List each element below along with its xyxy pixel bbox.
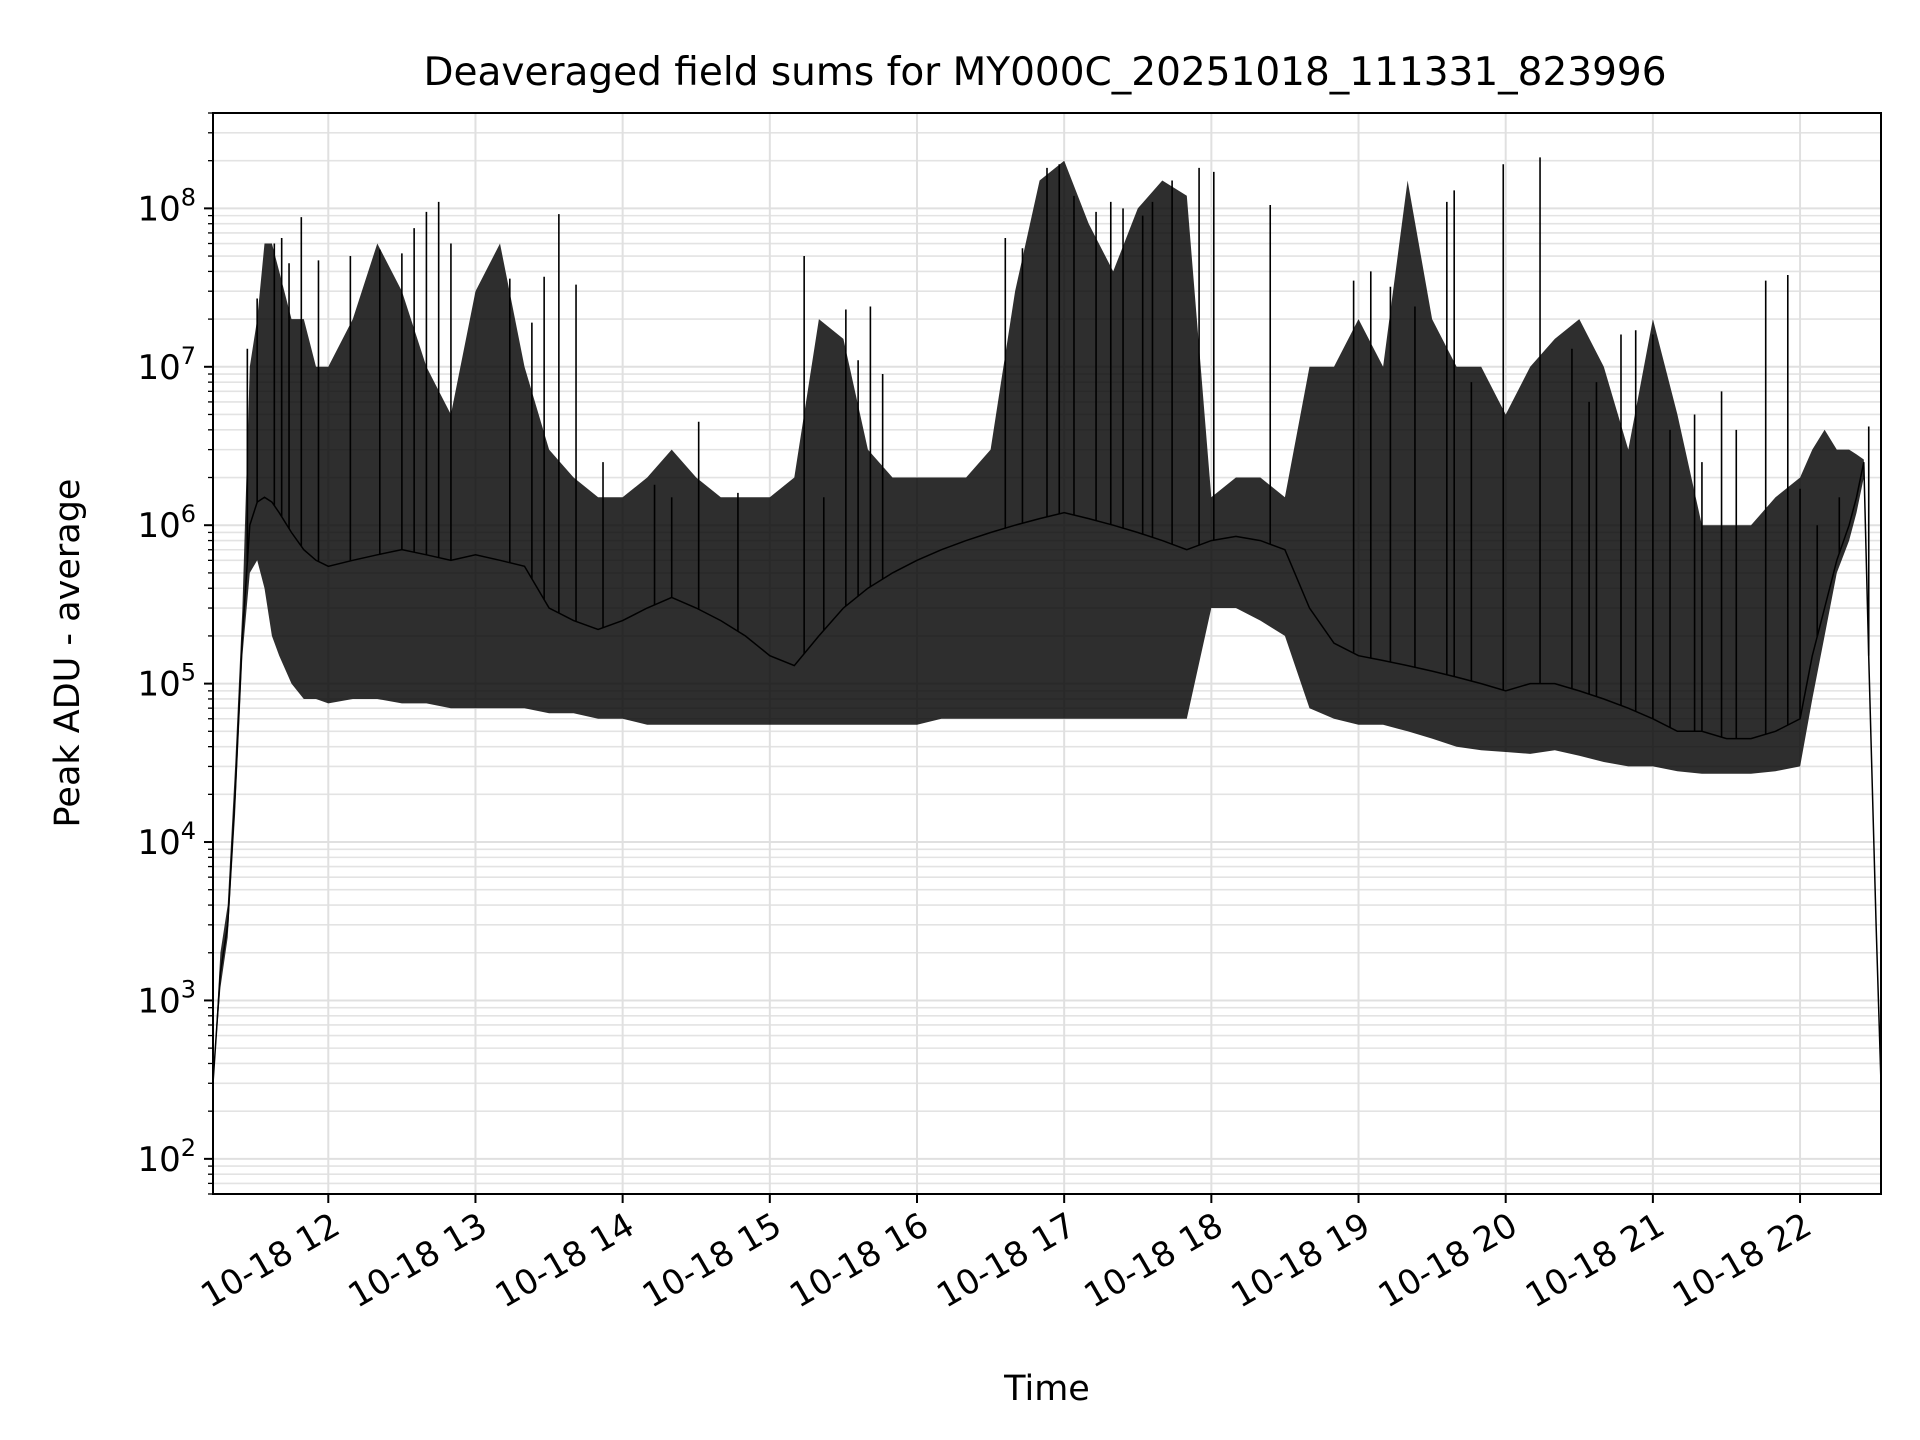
y-tick-label-exponent: 8 xyxy=(181,183,196,211)
y-tick-label-exponent: 3 xyxy=(181,975,196,1003)
chart-title: Deaveraged field sums for MY000C_2025101… xyxy=(423,50,1666,95)
y-tick-label-exponent: 6 xyxy=(181,500,196,528)
series-spikes xyxy=(246,157,1881,1084)
plot-area xyxy=(213,157,1881,1084)
x-axis-label: Time xyxy=(1003,1369,1090,1409)
y-axis-label: Peak ADU - average xyxy=(48,479,88,828)
y-tick-label-exponent: 7 xyxy=(181,342,196,370)
y-tick-label-exponent: 2 xyxy=(181,1134,196,1162)
axes-frame xyxy=(212,112,1882,1195)
y-tick-label-exponent: 4 xyxy=(181,817,196,845)
series-line-envelope xyxy=(213,160,1881,1084)
y-tick-label-exponent: 5 xyxy=(181,659,196,687)
series-line xyxy=(213,462,1881,1084)
